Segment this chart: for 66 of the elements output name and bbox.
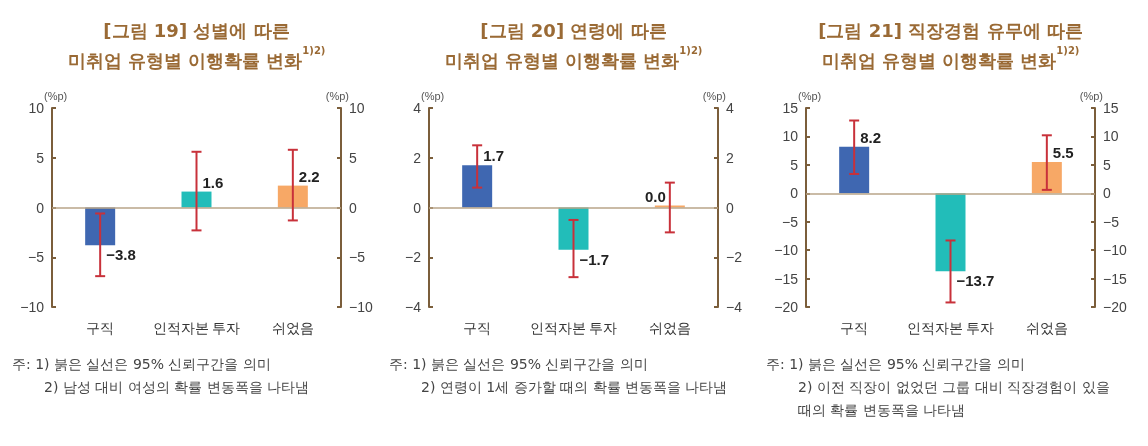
y-tick-label: 5 bbox=[36, 149, 45, 166]
y-axis-title: (%p) bbox=[798, 89, 822, 102]
y-tick-label: −2 bbox=[405, 249, 422, 266]
y-tick-label: 15 bbox=[782, 100, 799, 116]
y-tick-label: −10 bbox=[20, 299, 45, 315]
y2-tick-label: −20 bbox=[1103, 299, 1127, 315]
y2-axis-title: (%p) bbox=[1079, 89, 1103, 102]
y-tick-label: 2 bbox=[413, 149, 422, 166]
y2-tick-label: −5 bbox=[349, 249, 366, 266]
x-tick-label: 인적자본 투자 bbox=[529, 320, 618, 336]
y2-tick-label: 0 bbox=[1103, 185, 1111, 202]
y2-tick-label: 15 bbox=[1103, 100, 1119, 116]
y2-tick-label: −4 bbox=[726, 299, 743, 315]
text: 2) 이전 직장이 없었던 그룹 대비 직장경험이 있을 때의 확률 변동폭을 나타냄 bbox=[797, 378, 1111, 420]
y-tick-label: 4 bbox=[413, 100, 422, 116]
text: 주: 1) 붉은 실선은 95% 신뢰구간을 의미 bbox=[766, 355, 1026, 374]
x-tick-label: 구직 bbox=[86, 320, 115, 336]
text: 2) 남성 대비 여성의 확률 변동폭을 나타냄 bbox=[43, 378, 311, 397]
y-axis-title: (%p) bbox=[421, 89, 445, 102]
x-tick-label: 인적자본 투자 bbox=[152, 320, 241, 336]
y-tick-label: 10 bbox=[28, 100, 45, 116]
text: 주: 1) 붉은 실선은 95% 신뢰구간을 의미 bbox=[12, 355, 272, 374]
y2-tick-label: 4 bbox=[726, 100, 734, 116]
data-label: 5.5 bbox=[1052, 144, 1074, 162]
y2-axis-title: (%p) bbox=[325, 89, 349, 102]
y-tick-label: −10 bbox=[774, 242, 799, 259]
y2-tick-label: 2 bbox=[726, 149, 734, 166]
y2-tick-label: −10 bbox=[349, 299, 373, 315]
x-tick-label: 구직 bbox=[463, 320, 492, 336]
data-label: −3.8 bbox=[106, 246, 136, 264]
data-label: 1.6 bbox=[202, 173, 224, 191]
x-tick-label: 쉬었음 bbox=[1025, 320, 1068, 336]
x-tick-label: 쉬었음 bbox=[271, 320, 314, 336]
y-tick-label: 5 bbox=[790, 156, 799, 173]
data-label: 0.0 bbox=[644, 187, 666, 205]
y-tick-label: −15 bbox=[774, 270, 799, 287]
y2-tick-label: −2 bbox=[726, 249, 743, 266]
y2-tick-label: −15 bbox=[1103, 270, 1127, 287]
y-tick-label: 10 bbox=[782, 128, 799, 145]
data-label: −1.7 bbox=[579, 250, 610, 268]
text: 주: 1) 붉은 실선은 95% 신뢰구간을 의미 bbox=[389, 355, 649, 374]
y2-tick-label: −5 bbox=[1103, 213, 1120, 230]
y-tick-label: −20 bbox=[774, 299, 799, 315]
y-tick-label: 0 bbox=[790, 185, 799, 202]
y-tick-label: 0 bbox=[36, 199, 45, 216]
y2-axis-title: (%p) bbox=[702, 89, 726, 102]
y2-tick-label: 5 bbox=[349, 149, 357, 166]
y2-tick-label: 0 bbox=[349, 199, 357, 216]
y2-tick-label: −10 bbox=[1103, 242, 1127, 259]
x-tick-label: 구직 bbox=[840, 320, 869, 336]
data-label: 2.2 bbox=[298, 167, 320, 185]
y-tick-label: −4 bbox=[405, 299, 422, 315]
data-label: 8.2 bbox=[860, 128, 882, 146]
x-tick-label: 쉬었음 bbox=[648, 320, 691, 336]
y2-tick-label: 10 bbox=[1103, 128, 1119, 145]
y-tick-label: 0 bbox=[413, 199, 422, 216]
y-tick-label: −5 bbox=[28, 249, 45, 266]
y2-tick-label: 5 bbox=[1103, 156, 1111, 173]
y-tick-label: −5 bbox=[782, 213, 799, 230]
x-tick-label: 인적자본 투자 bbox=[906, 320, 995, 336]
y-axis-title: (%p) bbox=[44, 89, 68, 102]
text: 2) 연령이 1세 증가할 때의 확률 변동폭을 나타냄 bbox=[420, 378, 729, 397]
data-label: 1.7 bbox=[483, 147, 505, 165]
y2-tick-label: 0 bbox=[726, 199, 734, 216]
y2-tick-label: 10 bbox=[349, 100, 365, 116]
data-label: −13.7 bbox=[956, 272, 995, 290]
